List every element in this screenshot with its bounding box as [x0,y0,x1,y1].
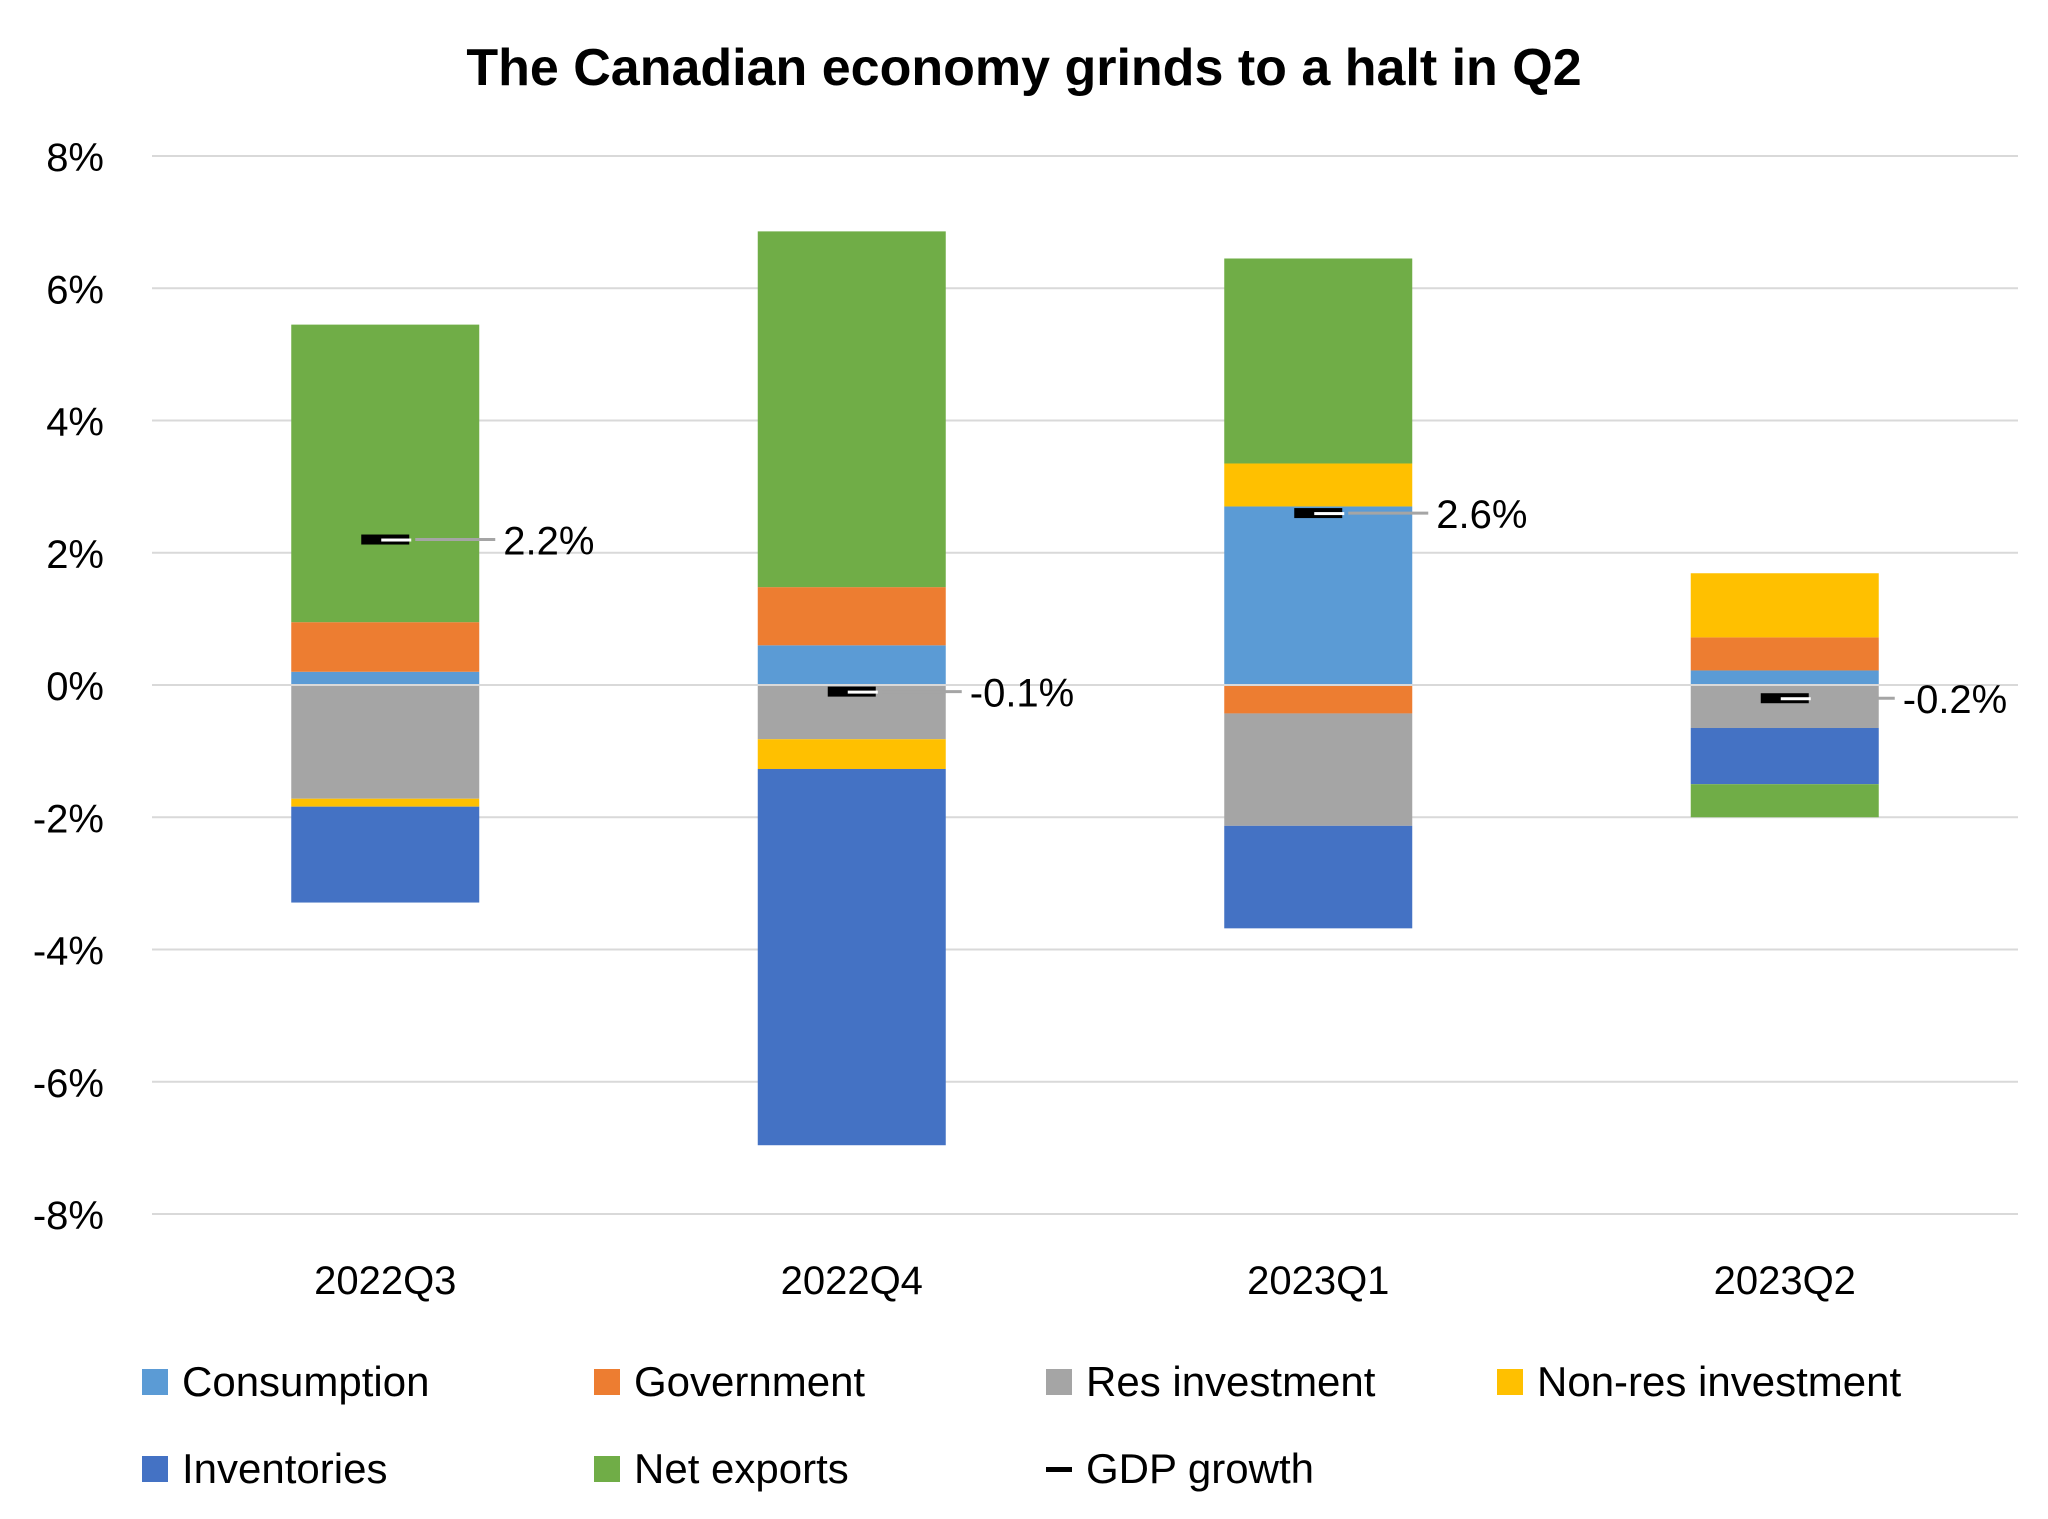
bar-segment-non-res-investment [1690,573,1879,638]
bar-segment-inventories [1690,727,1879,785]
bar-segment-non-res-investment [291,798,480,807]
bar-segment-non-res-investment [757,739,946,769]
chart-title: The Canadian economy grinds to a halt in… [466,39,1582,97]
bar-segment-inventories [1224,825,1413,929]
gdp-growth-marker-highlight [1314,512,1345,516]
y-tick-label: 0% [46,665,104,709]
bar-segment-consumption [1690,670,1879,685]
bar-segment-government [1224,685,1413,714]
gdp-growth-marker-highlight [381,538,412,542]
bar-segment-net-exports [1224,258,1413,464]
y-tick-label: 4% [46,401,104,445]
y-tick-label: -6% [33,1062,104,1106]
bar-segment-res-investment [1690,685,1879,728]
y-tick-label: -4% [33,930,104,974]
bar-segment-government [1690,637,1879,671]
y-tick-label: -8% [33,1194,104,1238]
gdp-growth-data-label: 2.6% [1436,493,1527,537]
bar-segment-inventories [757,768,946,1146]
bar-segment-net-exports [757,231,946,588]
x-tick-label: 2022Q4 [781,1259,923,1303]
bar-segment-net-exports [1690,784,1879,818]
gdp-growth-marker-highlight [847,690,878,694]
x-tick-label: 2022Q3 [314,1259,456,1303]
bar-segment-consumption [757,645,946,685]
y-tick-label: 6% [46,268,104,312]
bar-segment-net-exports [291,324,480,623]
bar-segment-non-res-investment [1224,463,1413,507]
y-tick-label: 8% [46,136,104,180]
bar-segment-consumption [1224,506,1413,685]
y-tick-label: 2% [46,533,104,577]
bar-segment-government [757,587,946,646]
x-tick-label: 2023Q1 [1247,1259,1389,1303]
bar-segment-consumption [291,671,480,685]
bar-segment-res-investment [1224,713,1413,826]
bar-segment-government [291,622,480,672]
gdp-growth-data-label: -0.1% [970,672,1075,716]
bar-segment-res-investment [291,685,480,799]
y-tick-label: -2% [33,797,104,841]
gdp-growth-data-label: -0.2% [1903,678,2008,722]
gdp-growth-marker-highlight [1780,697,1811,701]
gdp-growth-data-label: 2.2% [503,520,594,564]
x-tick-label: 2023Q2 [1714,1259,1856,1303]
bar-segment-inventories [291,806,480,903]
